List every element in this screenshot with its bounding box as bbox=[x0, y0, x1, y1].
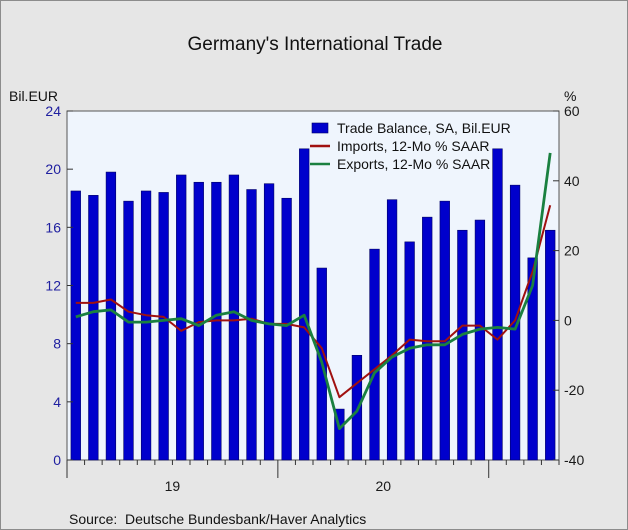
left-tick-label: 8 bbox=[53, 336, 61, 352]
left-tick-label: 4 bbox=[53, 394, 61, 410]
trade-balance-bar bbox=[457, 229, 468, 461]
legend-swatch bbox=[311, 122, 329, 134]
right-tick-label: 0 bbox=[564, 312, 572, 328]
trade-balance-bar bbox=[158, 192, 169, 461]
legend: Trade Balance, SA, Bil.EUR Imports, 12-Mo… bbox=[310, 120, 511, 172]
trade-balance-bar bbox=[228, 174, 240, 461]
left-tick-label: 16 bbox=[45, 219, 61, 235]
trade-balance-bar bbox=[386, 199, 398, 461]
right-tick-label: -40 bbox=[564, 452, 584, 468]
left-tick-label: 0 bbox=[53, 452, 61, 468]
source-note: Source: Deutsche Bundesbank/Haver Analyt… bbox=[69, 511, 366, 527]
trade-balance-bar bbox=[334, 408, 345, 461]
left-axis-label: Bil.EUR bbox=[9, 88, 58, 104]
trade-balance-bar bbox=[422, 216, 433, 461]
year-label: 19 bbox=[165, 478, 181, 494]
right-tick-label: -20 bbox=[564, 382, 584, 398]
left-tick-label: 12 bbox=[45, 278, 61, 294]
right-tick-label: 60 bbox=[564, 103, 580, 119]
bar-series bbox=[70, 148, 556, 461]
x-axis: 19 20 bbox=[66, 460, 560, 494]
year-label: 20 bbox=[375, 478, 391, 494]
trade-balance-bar bbox=[474, 219, 486, 461]
trade-balance-bar bbox=[527, 257, 538, 461]
trade-balance-bar bbox=[509, 184, 521, 461]
trade-balance-bar bbox=[246, 189, 257, 461]
right-axis-label: % bbox=[564, 88, 576, 104]
trade-balance-bar bbox=[281, 197, 292, 461]
exports-line bbox=[75, 152, 552, 431]
trade-balance-bar bbox=[123, 200, 134, 461]
trade-balance-bar bbox=[369, 248, 380, 461]
trade-balance-bar bbox=[351, 354, 363, 461]
trade-balance-bar bbox=[105, 171, 117, 461]
trade-balance-bar bbox=[439, 200, 450, 461]
trade-balance-bar bbox=[492, 148, 503, 461]
trade-balance-bar bbox=[70, 190, 81, 461]
left-tick-label: 24 bbox=[45, 103, 61, 119]
left-axis: 0 4 8 12 16 20 24 bbox=[45, 103, 73, 468]
right-axis: -40 -20 0 20 40 60 bbox=[553, 103, 584, 468]
legend-label: Exports, 12-Mo % SAAR bbox=[337, 156, 490, 172]
left-tick-label: 20 bbox=[45, 161, 61, 177]
right-tick-label: 20 bbox=[564, 243, 580, 259]
chart-title: Germany's International Trade bbox=[188, 34, 443, 55]
legend-label: Trade Balance, SA, Bil.EUR bbox=[337, 120, 511, 136]
legend-label: Imports, 12-Mo % SAAR bbox=[337, 138, 490, 154]
right-tick-label: 40 bbox=[564, 173, 580, 189]
trade-balance-bar bbox=[88, 195, 99, 461]
trade-balance-bar bbox=[545, 229, 556, 461]
line-series bbox=[75, 152, 552, 431]
trade-balance-bar bbox=[299, 148, 310, 461]
trade-balance-bar bbox=[140, 190, 152, 461]
